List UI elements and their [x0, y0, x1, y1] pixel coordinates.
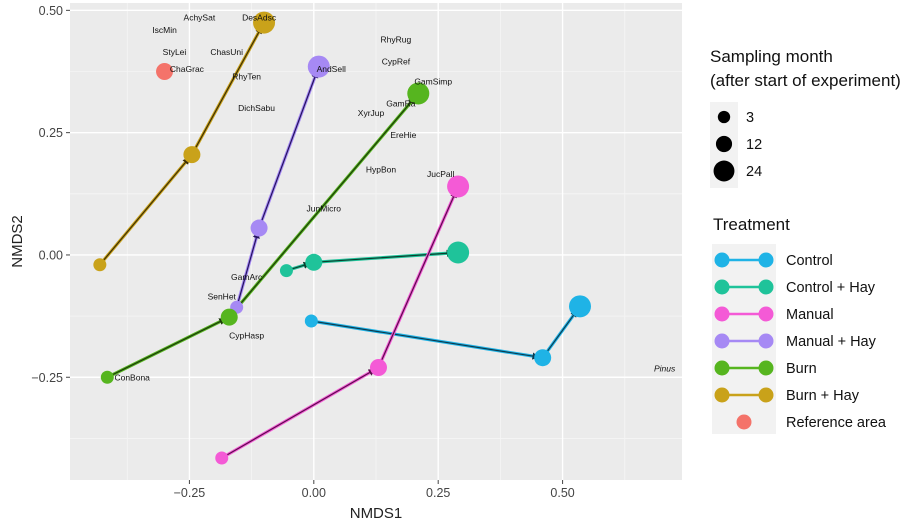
- trajectory-arrow: [99, 157, 190, 266]
- data-point: [369, 358, 387, 376]
- trajectory-arrow: [377, 190, 457, 368]
- legend: Sampling month (after start of experiment…: [710, 47, 901, 434]
- species-label: ChaGrac: [170, 64, 205, 74]
- species-label: JunMicro: [307, 203, 342, 213]
- data-point: [534, 349, 552, 367]
- legend-key-dot: [758, 279, 774, 295]
- y-tick-label: 0.50: [39, 4, 63, 18]
- data-point: [304, 314, 318, 328]
- treatment-legend-label: Control: [786, 253, 833, 269]
- species-label: ChasUni: [210, 47, 243, 57]
- species-label: DichSabu: [238, 103, 275, 113]
- species-label: CypHasp: [229, 331, 264, 341]
- data-point: [93, 258, 107, 272]
- species-label: GamRa: [386, 98, 416, 108]
- legend-key-dot: [714, 333, 730, 349]
- legend-key-dot: [714, 387, 730, 403]
- treatment-legend-label: Control + Hay: [786, 280, 876, 296]
- data-point: [569, 295, 591, 318]
- data-point: [447, 241, 470, 264]
- data-point: [447, 175, 470, 198]
- species-label: XyrJup: [358, 108, 385, 118]
- data-point: [307, 55, 330, 78]
- species-label: CypRef: [382, 57, 411, 67]
- trajectory-arrow: [191, 26, 263, 155]
- x-axis-title: NMDS1: [350, 505, 403, 522]
- legend-key-dot: [758, 387, 774, 403]
- legend-key-dot: [714, 279, 730, 295]
- species-label: ConBona: [114, 372, 150, 382]
- legend-key-dot: [714, 360, 730, 376]
- data-point: [250, 219, 268, 237]
- species-label: DesAdsc: [242, 13, 277, 23]
- size-legend-dot: [715, 135, 733, 153]
- legend-key-dot: [736, 414, 752, 430]
- species-label: HypBon: [366, 164, 397, 174]
- y-tick-label: 0.00: [39, 248, 63, 262]
- treatment-legend-label: Manual: [786, 307, 834, 323]
- species-label: AndSell: [317, 64, 346, 74]
- x-tick-label: −0.25: [174, 486, 206, 500]
- species-label: SenHet: [208, 292, 237, 302]
- data-point: [215, 451, 229, 465]
- legend-key-dot: [714, 306, 730, 322]
- species-label: GamSimp: [414, 76, 452, 86]
- data-point: [279, 264, 293, 278]
- species-label: JucPall: [427, 169, 455, 179]
- y-tick-label: 0.25: [39, 126, 63, 140]
- legend-key-dot: [758, 252, 774, 268]
- x-tick-label: 0.25: [426, 486, 450, 500]
- treatment-legend-label: Manual + Hay: [786, 334, 877, 350]
- species-label: GamArc: [231, 272, 263, 282]
- legend-key-dot: [714, 252, 730, 268]
- species-label: StyLei: [163, 47, 187, 57]
- plot-area: −0.25 0.00 0.25 0.50 −0.25 0.00 0.25 0.50 NMDS1 N…: [9, 3, 682, 522]
- species-label: IscMin: [152, 25, 177, 35]
- trajectory-arrow: [542, 309, 578, 359]
- trajectory-arrow: [228, 96, 416, 318]
- size-legend-dot: [717, 110, 731, 124]
- treatment-legend-label: Burn + Hay: [786, 388, 860, 404]
- trajectory-arrow: [236, 231, 260, 308]
- y-tick-label: −0.25: [31, 371, 63, 385]
- trajectory-arrow: [258, 70, 319, 229]
- size-legend-title: Sampling month: [710, 47, 833, 66]
- data-point: [407, 82, 430, 105]
- data-point: [220, 308, 238, 326]
- treatment-legend-label: Burn: [786, 361, 817, 377]
- species-label: EreHie: [390, 130, 416, 140]
- legend-key-dot: [758, 306, 774, 322]
- trajectory-arrow: [311, 320, 540, 360]
- legend-key-dot: [758, 333, 774, 349]
- data-point: [156, 62, 174, 80]
- x-tick-label: 0.50: [550, 486, 574, 500]
- data-point: [253, 11, 276, 34]
- species-label: Pinus: [654, 363, 676, 373]
- size-legend-label: 24: [746, 164, 762, 180]
- species-label: RhyRug: [381, 35, 412, 45]
- species-label: RhyTen: [232, 71, 261, 81]
- data-point: [100, 370, 114, 384]
- size-legend-title: (after start of experiment): [710, 71, 901, 90]
- treatment-legend-label: Reference area: [786, 415, 887, 431]
- data-point: [305, 253, 323, 271]
- trajectory-arrow: [221, 368, 376, 459]
- trajectory-arrow: [107, 318, 227, 378]
- legend-key-dot: [758, 360, 774, 376]
- size-legend-label: 3: [746, 110, 754, 126]
- x-tick-label: 0.00: [302, 486, 326, 500]
- species-label: AchySat: [184, 13, 216, 23]
- size-legend-label: 12: [746, 137, 762, 153]
- treatment-legend-title: Treatment: [713, 215, 790, 234]
- size-legend-dot: [713, 160, 735, 182]
- y-axis-title: NMDS2: [9, 215, 26, 268]
- data-point: [183, 146, 201, 164]
